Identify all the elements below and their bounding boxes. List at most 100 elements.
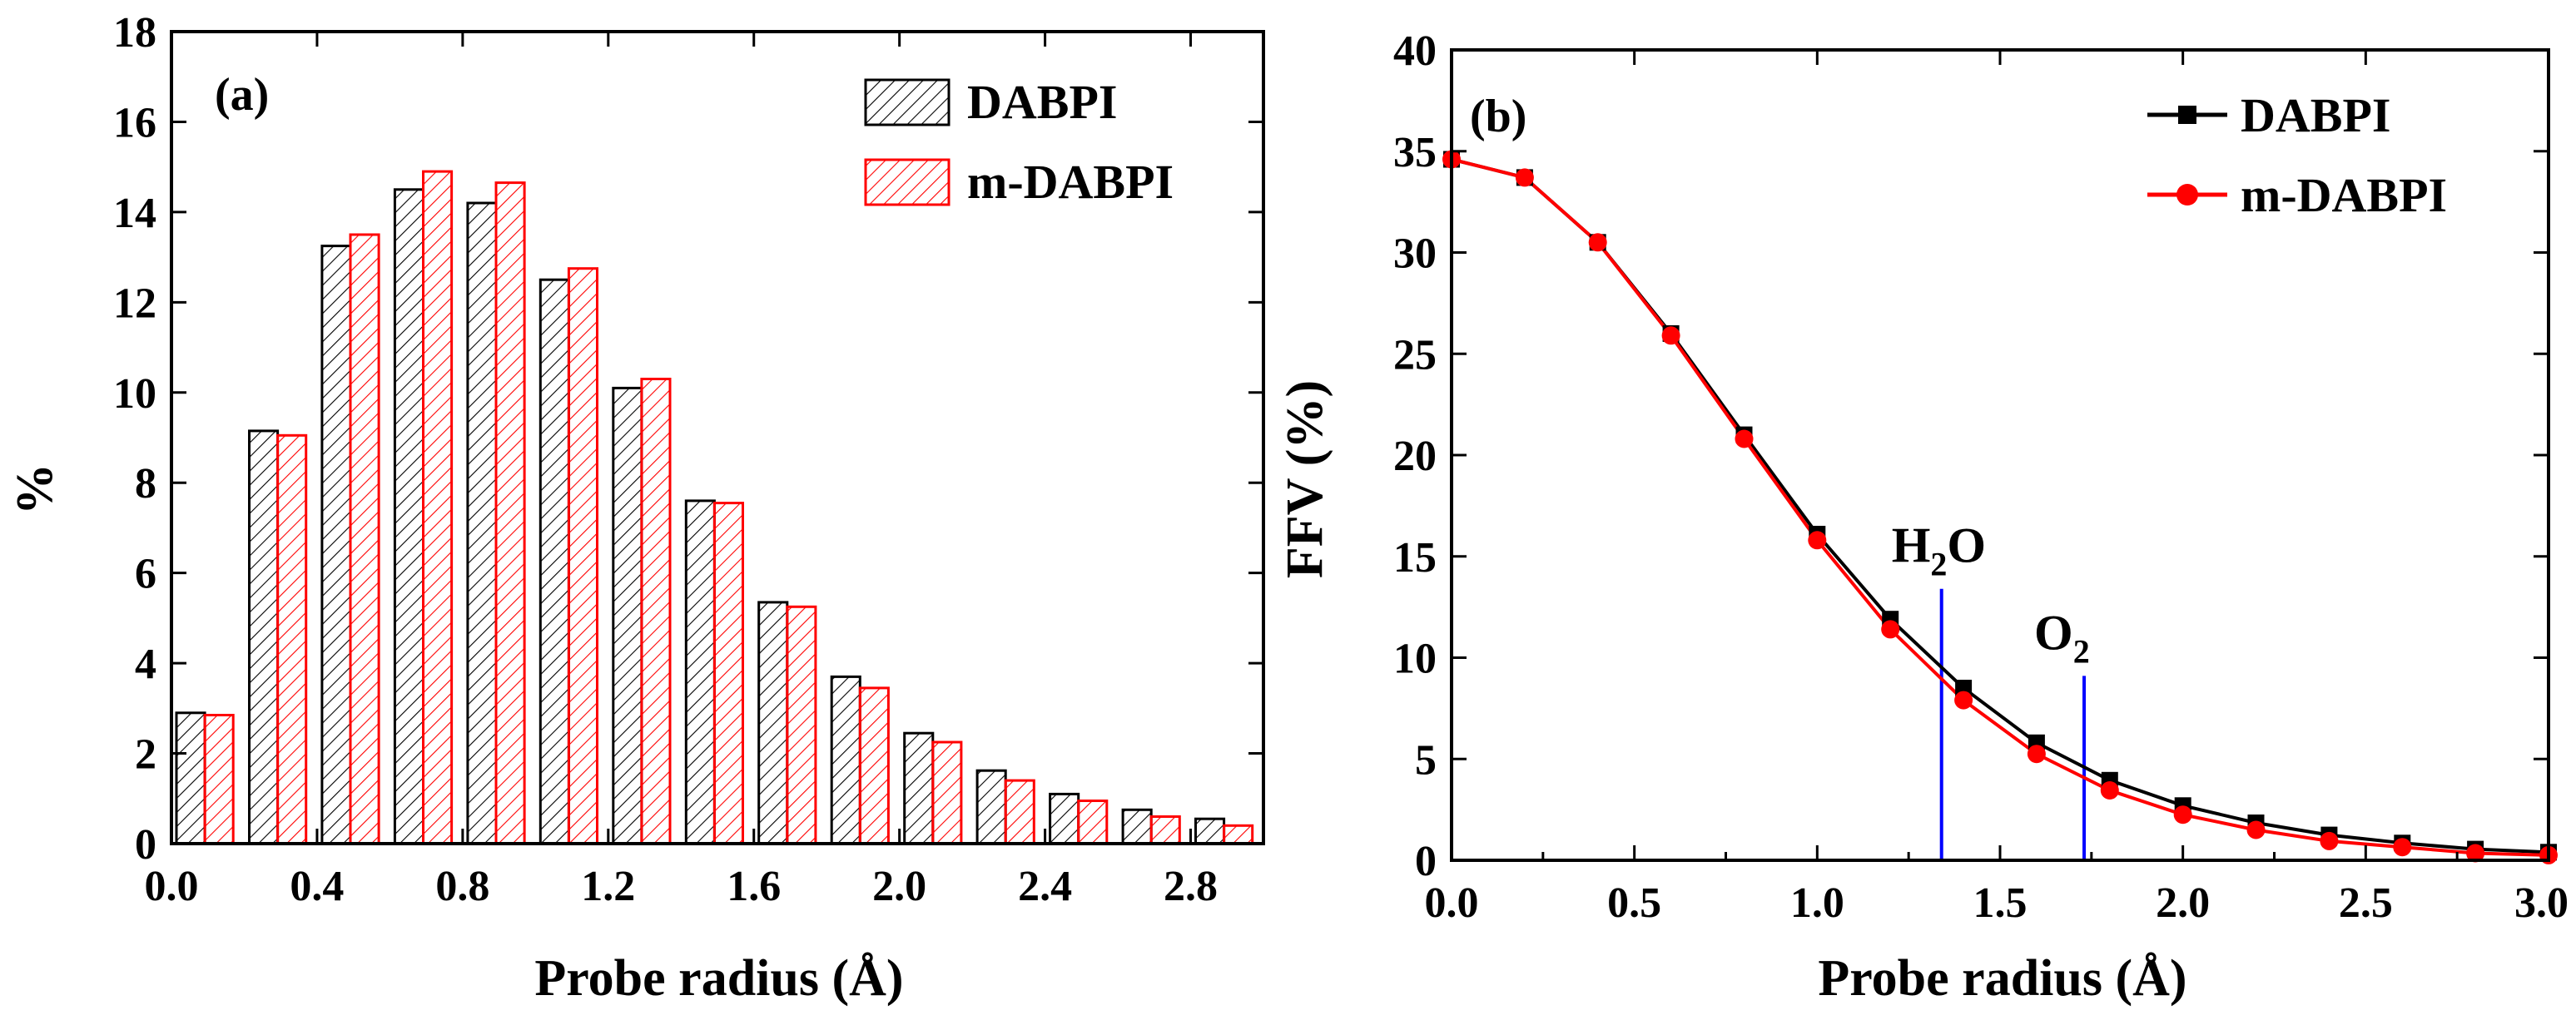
y-tick-label: 14 (113, 190, 156, 237)
bar-m-dabpi (203, 714, 235, 845)
bar-dabpi (539, 278, 570, 845)
point-m-dabpi (2466, 844, 2485, 863)
histogram-legend: DABPI m-DABPI (864, 75, 1174, 209)
point-m-dabpi (1661, 326, 1680, 345)
legend-marker-m-dabpi (2176, 184, 2198, 206)
legend-label-m-dabpi: m-DABPI (2241, 168, 2447, 222)
y-tick-label: 5 (1415, 736, 1437, 784)
point-m-dabpi (2246, 820, 2266, 839)
bar-m-dabpi (1149, 815, 1181, 845)
bar-dabpi (612, 386, 643, 845)
bar-m-dabpi (567, 267, 599, 845)
point-m-dabpi (1881, 620, 1900, 639)
histogram-panel: 0.0 0.4 0.8 1.2 1.6 2.0 2.4 2.8024681012141618 … (7, 9, 1265, 1007)
y-tick-label: 8 (135, 460, 156, 508)
x-tick-label: 2.4 (1018, 863, 1072, 910)
y-tick-label: 16 (113, 99, 156, 146)
bar-m-dabpi (1223, 824, 1254, 845)
histogram-axes (170, 30, 1265, 845)
x-tick-label: 1.5 (1973, 879, 2028, 927)
legend-label-dabpi: DABPI (967, 75, 1117, 129)
bar-dabpi (320, 245, 352, 845)
x-tick-label: 0.8 (435, 863, 489, 910)
bar-dabpi (248, 429, 280, 845)
point-m-dabpi (1808, 531, 1827, 550)
x-tick-label: 2.0 (872, 863, 926, 910)
bar-dabpi (975, 769, 1007, 845)
x-tick-label: 0.0 (1425, 879, 1479, 927)
y-tick-label: 40 (1393, 27, 1437, 75)
y-tick-label: 10 (1393, 636, 1437, 683)
bar-dabpi (175, 711, 206, 845)
ffv-panel: H2O O2 0.0 0.5 1.0 1.5 2.0 2.5 3.0 0 5 10 15 20 25 30 3… (1277, 27, 2569, 1007)
bar-m-dabpi (349, 233, 380, 845)
ffv-annotations: H2O O2 (1892, 518, 2090, 860)
y-tick-label: 25 (1393, 331, 1437, 379)
ffv-y-axis-title: FFV (%) (1277, 380, 1333, 578)
histogram-y-axis-title: % (7, 463, 63, 515)
bar-dabpi (393, 188, 424, 845)
bar-m-dabpi (1077, 800, 1109, 845)
y-tick-label: 12 (113, 280, 156, 327)
y-tick-label: 6 (135, 551, 156, 598)
y-tick-label: 30 (1393, 230, 1437, 278)
bar-dabpi (830, 675, 861, 845)
y-tick-label: 0 (135, 821, 156, 869)
ffv-axes (1450, 48, 2550, 862)
bar-m-dabpi (786, 605, 817, 845)
point-m-dabpi (2393, 838, 2412, 857)
legend-swatch-m-dabpi (864, 158, 950, 206)
point-m-dabpi (1588, 233, 1607, 252)
x-tick-label: 3.0 (2514, 879, 2569, 927)
bar-dabpi (684, 499, 716, 845)
histogram-panel-label: (a) (215, 69, 269, 121)
y-tick-label: 20 (1393, 433, 1437, 480)
gas-marker-label: H2O (1892, 518, 1986, 583)
histogram-bars (175, 170, 1254, 845)
x-tick-label: 0.4 (290, 863, 344, 910)
ffv-x-axis-title: Probe radius (Å) (1818, 950, 2186, 1007)
bar-dabpi (1121, 808, 1153, 845)
series-line-m-dabpi (1451, 157, 2549, 857)
point-m-dabpi (1735, 429, 1754, 448)
x-tick-label: 1.2 (581, 863, 635, 910)
x-tick-label: 2.8 (1164, 863, 1218, 910)
x-tick-label: 1.6 (727, 863, 781, 910)
legend-marker-dabpi (2178, 106, 2196, 124)
legend-swatch-dabpi (864, 78, 950, 126)
point-m-dabpi (2027, 745, 2046, 764)
histogram-x-axis-title: Probe radius (Å) (534, 950, 903, 1007)
bar-m-dabpi (1004, 779, 1035, 845)
bar-m-dabpi (494, 181, 526, 845)
point-m-dabpi (2173, 805, 2192, 824)
bar-dabpi (1049, 792, 1080, 845)
ffv-tick-labels: 0.0 0.5 1.0 1.5 2.0 2.5 3.0 0 5 10 15 20 25 30 35 40 (1393, 27, 2569, 927)
x-tick-label: 0.0 (145, 863, 199, 910)
y-tick-label: 15 (1393, 534, 1437, 582)
bar-m-dabpi (422, 170, 454, 845)
gas-marker-label: O2 (2034, 605, 2090, 670)
bar-dabpi (757, 601, 789, 845)
legend-label-dabpi: DABPI (2241, 88, 2390, 142)
histogram-tick-labels: 0.0 0.4 0.8 1.2 1.6 2.0 2.4 2.8 0 2 4 6 8 10 12 14 16 18 (113, 9, 1218, 910)
x-tick-label: 1.0 (1790, 879, 1844, 927)
y-tick-label: 2 (135, 731, 156, 779)
histogram-frame (170, 30, 1265, 845)
y-tick-label: 10 (113, 370, 156, 418)
y-tick-label: 35 (1393, 129, 1437, 176)
x-tick-label: 2.5 (2339, 879, 2393, 927)
point-m-dabpi (2320, 831, 2339, 850)
bar-dabpi (903, 731, 935, 845)
bar-dabpi (1194, 817, 1226, 845)
x-tick-label: 0.5 (1607, 879, 1661, 927)
ffv-panel-label: (b) (1470, 91, 1526, 142)
point-m-dabpi (1515, 168, 1534, 187)
ffv-legend: DABPI m-DABPI (2147, 88, 2447, 222)
point-m-dabpi (2100, 781, 2119, 800)
legend-label-m-dabpi: m-DABPI (967, 155, 1174, 209)
point-m-dabpi (1954, 691, 1973, 710)
bar-dabpi (466, 201, 498, 845)
bar-m-dabpi (640, 378, 672, 845)
y-tick-label: 18 (113, 9, 156, 57)
